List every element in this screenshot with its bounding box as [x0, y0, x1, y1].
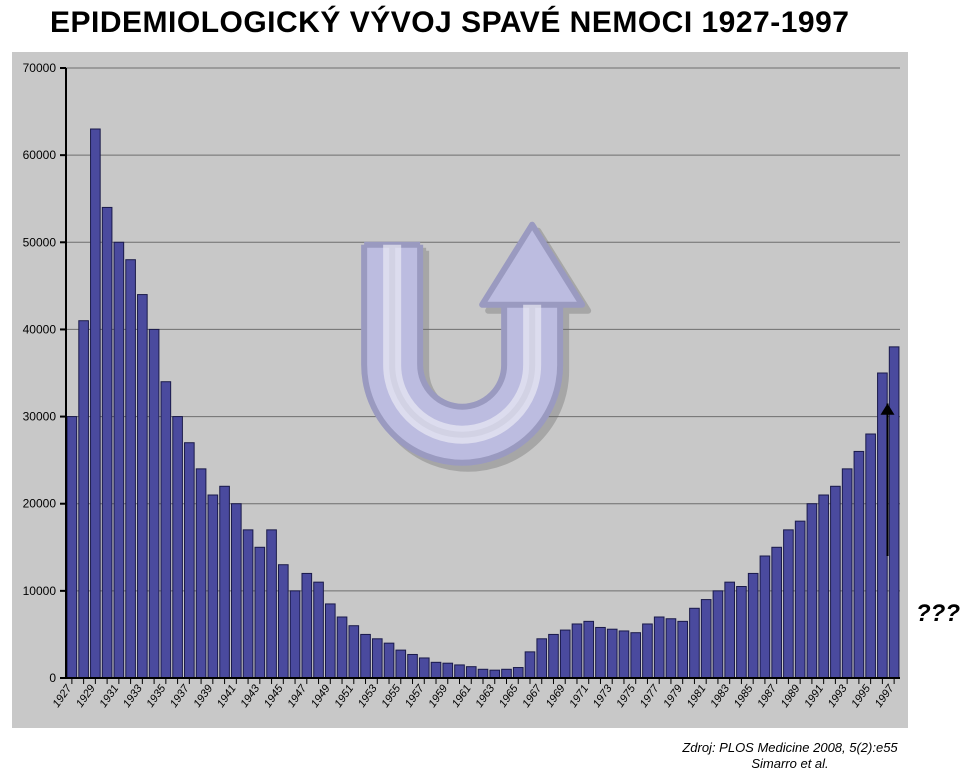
bar: [396, 650, 406, 678]
bar: [384, 643, 394, 678]
bar: [819, 495, 829, 678]
bar: [314, 582, 324, 678]
bar: [126, 260, 136, 678]
bar: [220, 486, 230, 678]
bar: [889, 347, 899, 678]
bar: [525, 652, 535, 678]
bar: [337, 617, 347, 678]
y-tick-label: 60000: [23, 148, 57, 162]
y-tick-label: 70000: [23, 61, 57, 75]
bar: [79, 321, 89, 678]
y-tick-label: 10000: [23, 584, 57, 598]
bar: [619, 631, 629, 678]
bar: [784, 530, 794, 678]
bar: [631, 633, 641, 678]
source-citation: Zdroj: PLOS Medicine 2008, 5(2):e55Simar…: [640, 740, 940, 773]
bar: [678, 621, 688, 678]
bar: [502, 669, 512, 678]
source-line: Zdroj: PLOS Medicine 2008, 5(2):e55: [640, 740, 940, 756]
bar: [208, 495, 218, 678]
bar: [255, 547, 265, 678]
source-line: Simarro et al.: [640, 756, 940, 772]
bar: [361, 634, 371, 678]
bar: [807, 504, 817, 678]
bar: [654, 617, 664, 678]
bar: [854, 451, 864, 678]
bar: [549, 634, 559, 678]
bar: [842, 469, 852, 678]
bar-chart: 0100002000030000400005000060000700001927…: [12, 52, 908, 728]
bar: [232, 504, 242, 678]
bar: [490, 670, 500, 678]
bar: [607, 629, 617, 678]
bar: [795, 521, 805, 678]
bar: [419, 658, 429, 678]
bar: [725, 582, 735, 678]
bar: [325, 604, 335, 678]
bar: [91, 129, 101, 678]
bar: [772, 547, 782, 678]
bar: [349, 626, 359, 678]
bar: [267, 530, 277, 678]
page-title: EPIDEMIOLOGICKÝ VÝVOJ SPAVÉ NEMOCI 1927-…: [50, 6, 849, 40]
bar: [161, 382, 171, 678]
bar: [666, 619, 676, 678]
bar: [278, 565, 288, 678]
bar: [138, 295, 148, 678]
bar: [478, 669, 488, 678]
bar: [196, 469, 206, 678]
y-tick-label: 20000: [23, 497, 57, 511]
bar: [431, 662, 441, 678]
bar: [737, 587, 747, 679]
bar: [831, 486, 841, 678]
bar: [584, 621, 594, 678]
bar: [572, 624, 582, 678]
bar: [114, 242, 124, 678]
y-tick-label: 40000: [23, 322, 57, 336]
bar: [537, 639, 547, 678]
bar: [596, 627, 606, 678]
bar: [560, 630, 570, 678]
y-tick-label: 0: [49, 671, 56, 685]
bar: [443, 663, 453, 678]
bar: [690, 608, 700, 678]
question-marks: ???: [916, 600, 960, 628]
bar: [302, 573, 312, 678]
bar: [185, 443, 195, 678]
bar: [455, 665, 465, 678]
bar: [408, 654, 418, 678]
bar: [243, 530, 253, 678]
bar: [513, 668, 523, 678]
bar: [866, 434, 876, 678]
bar: [67, 417, 77, 678]
bar: [701, 600, 711, 678]
bar: [643, 624, 653, 678]
bar: [149, 329, 159, 678]
y-tick-label: 30000: [23, 410, 57, 424]
bar: [878, 373, 888, 678]
bar: [290, 591, 300, 678]
bar: [102, 207, 112, 678]
bar: [748, 573, 758, 678]
bar: [372, 639, 382, 678]
y-tick-label: 50000: [23, 235, 57, 249]
bar: [173, 417, 183, 678]
bar: [466, 667, 476, 678]
bar: [713, 591, 723, 678]
bar: [760, 556, 770, 678]
